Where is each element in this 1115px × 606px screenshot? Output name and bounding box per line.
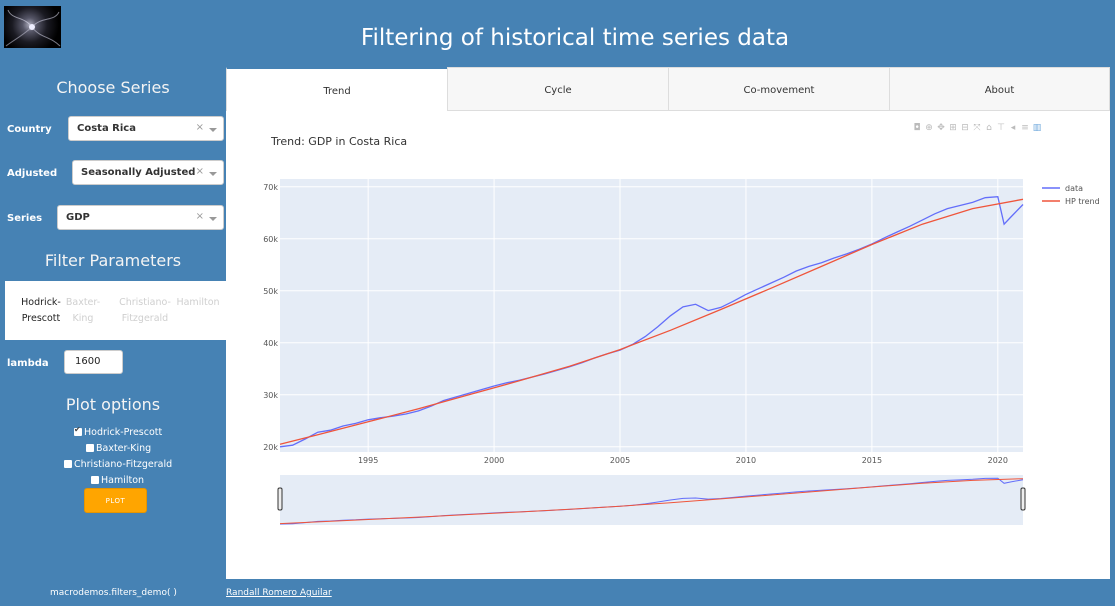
sidebar: Choose Series Country Costa Rica × Adjus…	[0, 67, 226, 579]
series-line-data	[279, 196, 1024, 448]
chart-title: Trend: GDP in Costa Rica	[271, 135, 408, 148]
plotly-logo-icon[interactable]: ▥	[1032, 123, 1042, 133]
zoom-icon[interactable]: ⊕	[925, 123, 933, 133]
country-label: Country	[7, 124, 52, 135]
range-slider-handle[interactable]	[277, 487, 283, 511]
country-value: Costa Rica	[77, 123, 136, 134]
zoom-out-icon[interactable]: ⊟	[961, 123, 969, 133]
filter-tab-christiano-fitzgerald[interactable]: Christiano-Fitzgerald	[119, 297, 171, 324]
tab-about[interactable]: About	[889, 67, 1110, 111]
x-tick-label: 1995	[358, 456, 378, 465]
checkbox-icon[interactable]	[86, 444, 94, 452]
plot-option-christiano-fitzgerald[interactable]: Christiano-Fitzgerald	[64, 459, 172, 470]
filter-tab-hodrick-prescott[interactable]: Hodrick-Prescott	[21, 297, 61, 324]
header: Filtering of historical time series data	[0, 0, 1115, 67]
tab-trend[interactable]: Trend	[226, 67, 448, 111]
series-label: Series	[7, 213, 43, 224]
page-title: Filtering of historical time series data	[360, 25, 790, 51]
choose-series-heading: Choose Series	[56, 78, 170, 97]
checkbox-checked-icon[interactable]: ✔	[74, 425, 82, 436]
clear-icon[interactable]: ×	[195, 211, 204, 222]
plot-modebar: ◘ ⊕ ✥ ⊞ ⊟ ⤧ ⌂ ⊤ ◂ ≡ ▥	[912, 115, 1108, 133]
y-tick-label: 20k	[263, 443, 278, 452]
series-line-hp-trend	[279, 198, 1024, 445]
plot-option-hodrick-prescott[interactable]: ✔ Hodrick-Prescott	[74, 425, 163, 438]
clear-icon[interactable]: ×	[195, 122, 204, 133]
plot-option-label: Baxter-King	[96, 443, 152, 454]
plot-option-label: Hamilton	[101, 475, 145, 486]
country-select[interactable]: Costa Rica ×	[68, 116, 224, 141]
plot-option-hamilton[interactable]: Hamilton	[91, 475, 144, 486]
checkbox-icon[interactable]	[91, 476, 99, 484]
range-slider-handle[interactable]	[1020, 487, 1026, 511]
pan-icon[interactable]: ✥	[937, 123, 945, 133]
plot-option-baxter-king[interactable]: Baxter-King	[86, 443, 151, 454]
series-value: GDP	[66, 212, 90, 223]
x-tick-label: 2010	[736, 456, 756, 465]
plot-option-label: Hodrick-Prescott	[84, 427, 163, 438]
zoom-in-icon[interactable]: ⊞	[949, 123, 957, 133]
main-panel: Trend Cycle Co-movement About ◘ ⊕ ✥ ⊞ ⊟ ⤧ ⌂ ⊤ ◂ ≡…	[226, 67, 1110, 579]
logo	[4, 6, 61, 48]
hover-closest-icon[interactable]: ◂	[1010, 123, 1016, 133]
checkbox-icon[interactable]	[64, 460, 72, 468]
clear-icon[interactable]: ×	[195, 166, 204, 177]
plot-options-heading: Plot options	[65, 395, 161, 414]
hover-compare-icon[interactable]: ≡	[1021, 123, 1029, 133]
autoscale-icon[interactable]: ⤧	[973, 123, 981, 133]
camera-icon[interactable]: ◘	[913, 123, 921, 133]
y-tick-label: 50k	[263, 287, 278, 296]
adjusted-label: Adjusted	[7, 168, 58, 179]
main-tabs: Trend Cycle Co-movement About	[226, 67, 1110, 111]
x-tick-label: 2005	[610, 456, 630, 465]
x-tick-label: 2020	[988, 456, 1008, 465]
y-tick-label: 40k	[263, 339, 278, 348]
footer-app-name: macrodemos.filters_demo( )	[50, 588, 177, 598]
filter-tabs: Hodrick-Prescott Baxter-King Christiano-…	[5, 279, 226, 340]
chevron-down-icon[interactable]	[209, 217, 217, 221]
legend-label: HP trend	[1065, 197, 1100, 206]
chevron-down-icon[interactable]	[209, 128, 217, 132]
y-tick-label: 70k	[263, 183, 278, 192]
adjusted-value: Seasonally Adjusted	[81, 167, 196, 178]
y-tick-label: 30k	[263, 391, 278, 400]
legend-label: data	[1065, 184, 1083, 193]
filter-parameters-heading: Filter Parameters	[44, 251, 182, 270]
footer: macrodemos.filters_demo( ) Randall Romer…	[0, 579, 1115, 606]
x-tick-label: 2015	[862, 456, 882, 465]
range-slider-line	[279, 478, 1024, 525]
spike-lines-icon[interactable]: ⊤	[997, 123, 1005, 133]
y-tick-label: 60k	[263, 235, 278, 244]
range-slider	[280, 475, 1023, 525]
x-tick-label: 2000	[484, 456, 504, 465]
filter-tab-baxter-king[interactable]: Baxter-King	[65, 297, 101, 324]
lambda-input[interactable]: 1600	[64, 350, 123, 374]
lambda-label: lambda	[7, 358, 49, 369]
reset-axes-icon[interactable]: ⌂	[986, 123, 992, 133]
chevron-down-icon[interactable]	[209, 172, 217, 176]
adjusted-select[interactable]: Seasonally Adjusted ×	[72, 160, 224, 185]
tab-cycle[interactable]: Cycle	[447, 67, 669, 111]
plot-area	[280, 179, 1023, 452]
plot-option-label: Christiano-Fitzgerald	[74, 459, 173, 470]
plot-button[interactable]: PLOT	[84, 488, 147, 513]
series-select[interactable]: GDP ×	[57, 205, 224, 230]
trend-chart[interactable]: 1995 2000 2005 2010 2015 2020 20k 30k 40k 50k 60k 7…	[226, 67, 1110, 579]
filter-tab-hamilton[interactable]: Hamilton	[176, 297, 220, 308]
footer-author-link[interactable]: Randall Romero Aguilar	[226, 588, 332, 598]
